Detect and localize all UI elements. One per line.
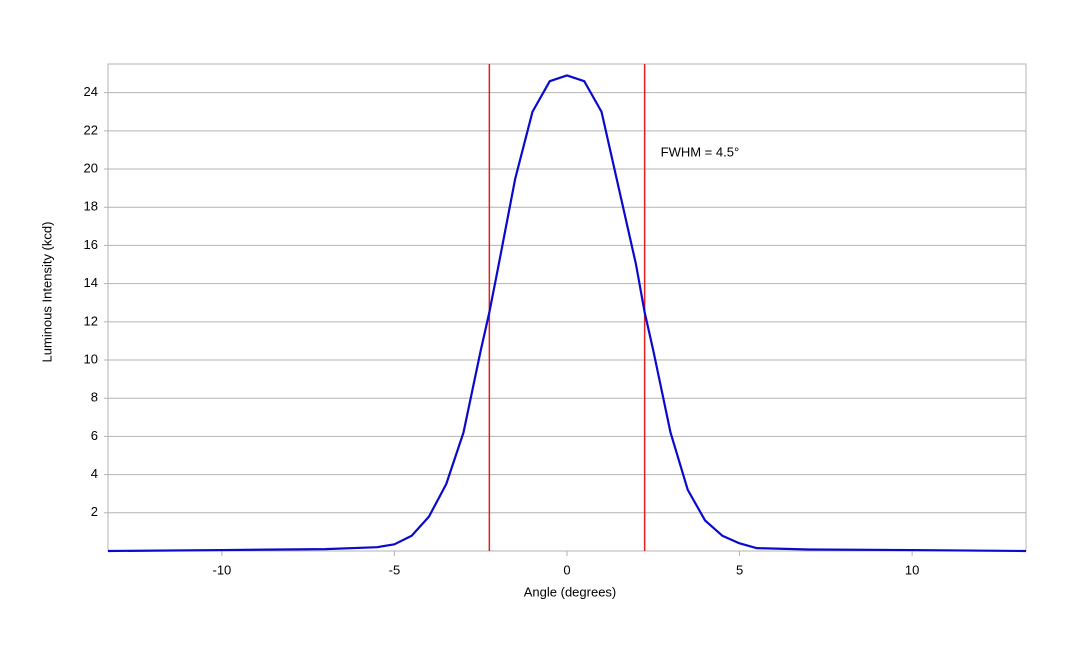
x-tick-label: 0	[563, 562, 570, 577]
y-tick-label: 10	[84, 351, 98, 366]
y-tick-label: 24	[84, 84, 98, 99]
y-tick-label: 12	[84, 313, 98, 328]
y-axis-label: Luminous Intensity (kcd)	[39, 222, 54, 363]
y-tick-label: 6	[91, 428, 98, 443]
y-tick-label: 18	[84, 199, 98, 214]
annotation: FWHM = 4.5°	[661, 144, 740, 159]
x-tick-label: 5	[736, 562, 743, 577]
x-tick-label: 10	[905, 562, 919, 577]
x-tick-label: -5	[389, 562, 401, 577]
y-tick-label: 4	[91, 466, 98, 481]
x-tick-label: -10	[212, 562, 231, 577]
data-line	[107, 74, 1027, 553]
y-tick-label: 8	[91, 390, 98, 405]
y-tick-label: 16	[84, 237, 98, 252]
y-tick-label: 20	[84, 160, 98, 175]
y-tick-label: 22	[84, 122, 98, 137]
y-tick-label: 2	[91, 504, 98, 519]
x-axis-label: Angle (degrees)	[524, 584, 617, 599]
y-tick-label: 14	[84, 275, 98, 290]
